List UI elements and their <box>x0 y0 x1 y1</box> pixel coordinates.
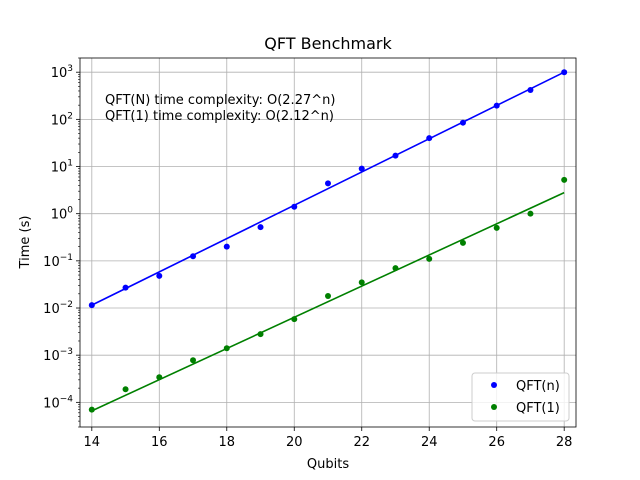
fit-line-qft-1 <box>91 191 565 412</box>
point-qft-1 <box>493 224 500 231</box>
x-tick-label: 16 <box>151 435 168 450</box>
point-qft-n <box>122 284 129 291</box>
y-tick-label-base: 10 <box>43 349 60 364</box>
y-tick-label: 100 <box>51 206 74 223</box>
y-tick-label-base: 10 <box>51 208 68 223</box>
y-tick-label-exponent: 2 <box>67 111 73 121</box>
y-tick-label-exponent: −4 <box>60 394 74 404</box>
y-tick-label: 10−4 <box>43 394 73 411</box>
y-tick-label-base: 10 <box>43 255 60 270</box>
y-tick-label-base: 10 <box>43 396 60 411</box>
point-qft-1 <box>291 316 298 323</box>
point-qft-1 <box>527 210 534 217</box>
legend-label-qft-n: QFT(n) <box>516 379 560 394</box>
point-qft-1 <box>156 374 163 381</box>
point-qft-n <box>325 180 331 187</box>
point-qft-1 <box>358 279 365 286</box>
x-tick-label: 20 <box>286 435 303 450</box>
point-qft-1 <box>122 386 129 393</box>
point-qft-1 <box>392 265 399 272</box>
point-qft-1 <box>257 331 264 338</box>
y-tick-label: 102 <box>51 111 73 128</box>
x-tick-label: 26 <box>488 435 505 450</box>
fit-line-qft-n <box>91 71 565 306</box>
point-qft-1 <box>459 239 466 246</box>
y-axis-label: Time (s) <box>18 216 33 270</box>
y-tick-label: 10−1 <box>43 253 73 270</box>
plot-frame <box>79 57 577 428</box>
x-tick-label: 28 <box>556 435 573 450</box>
y-tick-label-exponent: 1 <box>67 159 73 169</box>
point-qft-n <box>257 224 264 231</box>
x-tick-label: 22 <box>353 435 370 450</box>
point-qft-n <box>561 69 568 76</box>
x-axis-label: Qubits <box>307 457 349 472</box>
point-qft-n <box>223 243 230 250</box>
point-qft-n <box>426 135 433 142</box>
annotation-qft-1: QFT(1) time complexity: O(2.12^n) <box>105 109 334 124</box>
y-tick-label: 103 <box>51 64 73 81</box>
y-tick-label: 10−2 <box>43 300 73 317</box>
point-qft-n <box>190 253 197 260</box>
y-tick-label-exponent: −2 <box>60 300 73 310</box>
point-qft-n <box>88 302 95 309</box>
x-tick-label: 24 <box>421 435 438 450</box>
legend-label-qft-1: QFT(1) <box>516 401 560 416</box>
point-qft-1 <box>190 357 197 364</box>
point-qft-n <box>156 272 163 279</box>
point-qft-n <box>358 165 365 172</box>
point-qft-1 <box>561 176 568 183</box>
y-tick-label-base: 10 <box>43 302 60 317</box>
legend-marker-qft-1 <box>491 404 497 410</box>
y-tick-label: 10−3 <box>43 347 73 364</box>
annotation-qft-n: QFT(N) time complexity: O(2.27^n) <box>105 93 335 108</box>
point-qft-n <box>527 86 534 93</box>
fit-lines <box>91 71 565 412</box>
y-tick-label-base: 10 <box>51 113 68 128</box>
legend-marker-qft-n <box>491 382 497 388</box>
grid <box>80 58 576 427</box>
y-tick-label-base: 10 <box>51 66 68 81</box>
y-tick-label: 101 <box>51 159 73 176</box>
y-tick-label-exponent: −1 <box>60 253 73 263</box>
chart-title: QFT Benchmark <box>264 34 392 53</box>
y-tick-label-exponent: −3 <box>60 347 73 357</box>
y-tick-label-exponent: 3 <box>67 64 73 74</box>
point-qft-1 <box>325 292 331 299</box>
y-tick-label-base: 10 <box>51 161 68 176</box>
data-points <box>88 69 568 413</box>
point-qft-n <box>459 119 466 126</box>
x-tick-label: 18 <box>219 435 236 450</box>
point-qft-n <box>493 102 500 109</box>
point-qft-1 <box>223 345 230 352</box>
x-tick-label: 14 <box>84 435 101 450</box>
point-qft-1 <box>88 406 95 413</box>
y-tick-label-exponent: 0 <box>67 206 73 216</box>
point-qft-n <box>291 203 298 210</box>
point-qft-n <box>392 152 399 159</box>
x-axis: 14 16 18 20 22 24 26 28 <box>84 427 573 450</box>
legend: QFT(n) QFT(1) <box>471 372 570 422</box>
point-qft-1 <box>426 255 433 262</box>
